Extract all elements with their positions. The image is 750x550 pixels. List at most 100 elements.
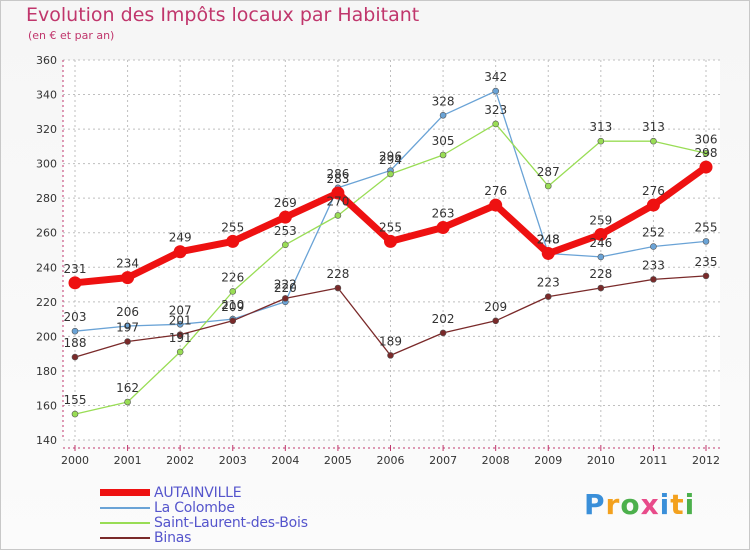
data-point-autainville [436,221,450,235]
data-label-saint-laurent-des-bois: 305 [432,134,455,148]
data-point-saint-laurent-des-bois [124,398,131,406]
data-label-la-colombe: 296 [379,150,402,164]
proxiti-logo: Proxiti [584,488,695,521]
data-point-saint-laurent-des-bois [387,170,394,178]
x-tick-label: 2008 [482,454,510,467]
data-point-la-colombe [124,322,131,330]
data-point-la-colombe [176,320,184,328]
data-label-la-colombe: 210 [221,298,244,312]
data-point-binas [650,276,657,283]
legend-item-binas: Binas [100,530,308,546]
data-point-binas [282,295,289,302]
data-point-binas [334,284,342,292]
data-label-autainville: 283 [326,172,349,186]
data-point-binas [492,317,499,325]
data-label-binas: 223 [537,276,560,290]
data-label-autainville: 269 [274,196,297,210]
x-tick-label: 2002 [166,454,194,467]
y-tick-label: 180 [36,365,57,378]
data-label-la-colombe: 248 [537,232,560,246]
data-label-saint-laurent-des-bois: 162 [116,381,139,395]
data-label-binas: 209 [221,300,244,314]
x-tick-label: 2012 [692,454,720,467]
data-point-binas [124,338,131,345]
logo-letter: o [620,488,641,521]
y-tick-label: 140 [36,434,57,447]
legend-label-autainville: AUTAINVILLE [154,484,242,501]
data-label-binas: 209 [484,300,507,314]
data-label-binas: 197 [116,321,139,335]
data-point-la-colombe [650,243,657,250]
legend-item-saint-laurent: Saint-Laurent-des-Bois [100,515,308,531]
y-tick-label: 360 [36,54,57,67]
data-label-la-colombe: 246 [589,236,612,250]
data-point-autainville [121,271,135,285]
y-tick-label: 340 [36,89,57,102]
data-label-binas: 233 [642,258,665,272]
data-label-saint-laurent-des-bois: 155 [64,393,87,407]
data-label-binas: 235 [695,255,718,269]
data-label-la-colombe: 206 [116,305,139,319]
x-tick-label: 2009 [534,454,562,467]
data-label-autainville: 255 [379,220,402,234]
data-point-autainville [331,186,345,200]
data-label-saint-laurent-des-bois: 226 [221,270,244,284]
data-point-binas [702,272,710,280]
data-label-saint-laurent-des-bois: 306 [695,132,718,146]
data-label-binas: 188 [64,336,87,350]
data-point-saint-laurent-des-bois [282,241,289,249]
logo-letter: i [684,488,696,521]
data-label-autainville: 255 [221,220,244,234]
data-point-saint-laurent-des-bois [492,120,499,128]
chart-title: Evolution des Impôts locaux par Habitant [26,4,420,26]
data-point-autainville [541,246,555,260]
data-label-autainville: 276 [484,184,507,198]
data-point-binas [71,353,79,361]
data-label-autainville: 276 [642,184,665,198]
data-point-autainville [278,210,292,224]
data-label-la-colombe: 220 [274,281,297,295]
legend-swatch-binas [100,536,150,539]
chart-subtitle: (en € et par an) [28,29,115,42]
data-point-saint-laurent-des-bois [597,137,605,145]
data-point-saint-laurent-des-bois [334,212,342,219]
data-point-binas [597,284,605,292]
logo-letter: r [605,488,621,521]
data-label-binas: 228 [326,267,349,281]
x-tick-label: 2000 [61,454,89,467]
data-label-la-colombe: 342 [484,70,507,84]
data-point-autainville [699,160,713,174]
logo-letter: i [659,488,671,521]
x-tick-label: 2006 [377,454,405,467]
data-point-la-colombe [492,87,499,95]
logo-letter: t [670,488,685,521]
data-label-autainville: 248 [537,232,560,246]
data-label-autainville: 259 [589,213,612,227]
data-point-autainville [226,234,240,248]
data-label-saint-laurent-des-bois: 323 [484,103,507,117]
data-label-binas: 222 [274,277,297,291]
data-point-saint-laurent-des-bois [439,151,447,159]
legend-item-la-colombe: La Colombe [100,499,308,516]
data-label-saint-laurent-des-bois: 294 [379,153,402,167]
data-label-saint-laurent-des-bois: 191 [169,331,192,345]
data-label-saint-laurent-des-bois: 253 [274,224,297,238]
legend-swatch-la-colombe [100,506,150,509]
data-point-la-colombe [597,253,605,261]
logo-letter: P [584,488,606,521]
legend-label-la-colombe: La Colombe [154,499,235,516]
data-label-binas: 228 [589,267,612,281]
data-point-la-colombe [71,327,79,335]
data-label-saint-laurent-des-bois: 287 [537,165,560,179]
data-label-binas: 189 [379,334,402,348]
data-point-saint-laurent-des-bois [229,288,237,295]
data-point-binas [229,317,237,325]
y-tick-label: 220 [36,296,57,309]
data-label-la-colombe: 252 [642,226,665,240]
x-tick-label: 2011 [639,454,667,467]
data-label-binas: 201 [169,314,192,328]
data-point-la-colombe [702,238,710,245]
data-label-autainville: 263 [432,207,455,221]
data-point-autainville [646,198,660,212]
data-point-autainville [384,234,397,248]
